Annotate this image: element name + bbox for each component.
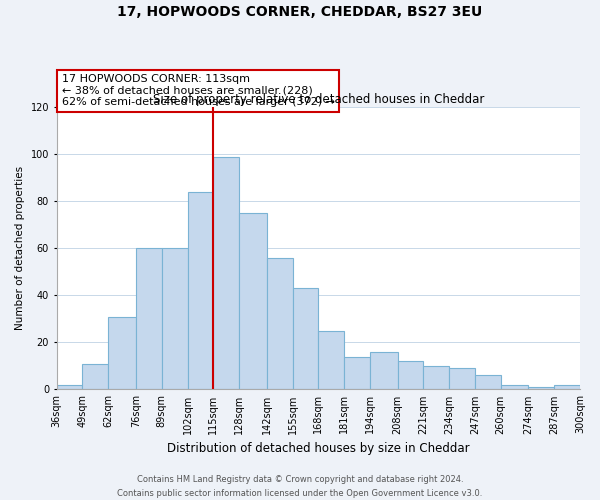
Text: 17 HOPWOODS CORNER: 113sqm
← 38% of detached houses are smaller (228)
62% of sem: 17 HOPWOODS CORNER: 113sqm ← 38% of deta… [62, 74, 335, 107]
Bar [370, 352, 398, 390]
Bar [213, 156, 239, 390]
Bar [293, 288, 319, 390]
Text: Contains HM Land Registry data © Crown copyright and database right 2024.
Contai: Contains HM Land Registry data © Crown c… [118, 476, 482, 498]
Bar [319, 330, 344, 390]
Bar [267, 258, 293, 390]
Bar [475, 376, 501, 390]
Bar [501, 384, 529, 390]
Bar [529, 387, 554, 390]
Bar [136, 248, 162, 390]
Bar [398, 361, 424, 390]
Bar [188, 192, 213, 390]
Bar [344, 356, 370, 390]
Title: Size of property relative to detached houses in Cheddar: Size of property relative to detached ho… [152, 93, 484, 106]
Bar [56, 384, 82, 390]
Bar [162, 248, 188, 390]
Bar [424, 366, 449, 390]
Bar [449, 368, 475, 390]
X-axis label: Distribution of detached houses by size in Cheddar: Distribution of detached houses by size … [167, 442, 470, 455]
Bar [82, 364, 108, 390]
Bar [108, 316, 136, 390]
Text: 17, HOPWOODS CORNER, CHEDDAR, BS27 3EU: 17, HOPWOODS CORNER, CHEDDAR, BS27 3EU [118, 5, 482, 19]
Y-axis label: Number of detached properties: Number of detached properties [15, 166, 25, 330]
Bar [554, 384, 580, 390]
Bar [239, 213, 267, 390]
